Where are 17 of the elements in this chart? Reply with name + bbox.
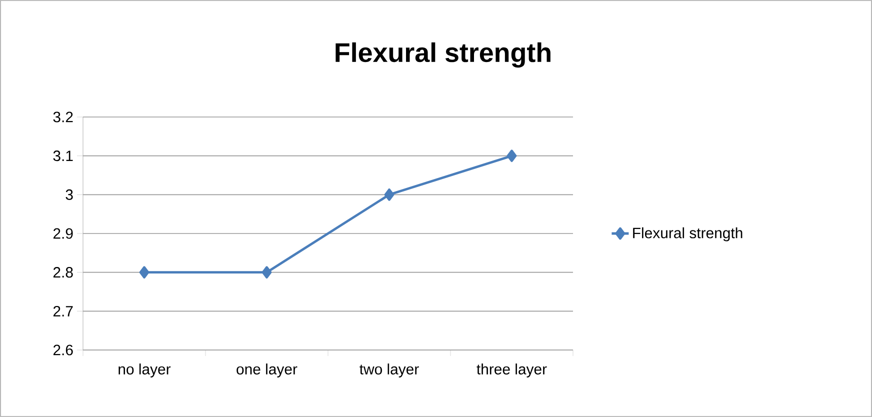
x-tick-label: three layer (476, 364, 547, 378)
x-tick-label: no layer (118, 364, 171, 378)
y-tick-label: 2.6 (53, 344, 73, 356)
x-tick-label: two layer (360, 364, 419, 378)
point (139, 266, 150, 279)
chart-title: Flexural strength (336, 42, 550, 68)
y-tick-label: 3.1 (53, 150, 73, 162)
point (384, 188, 394, 201)
point (506, 150, 517, 162)
y-tick-label: 3.2 (53, 112, 73, 122)
y-tick-label: 2.9 (53, 228, 73, 239)
y-tick-label: 3 (66, 189, 73, 200)
x-tick-label: one layer (236, 364, 298, 378)
point (262, 266, 272, 279)
legend-label: Flexural strength (633, 227, 742, 242)
y-tick-label: 2.8 (53, 267, 73, 278)
y-tick-label: 2.7 (53, 306, 73, 316)
